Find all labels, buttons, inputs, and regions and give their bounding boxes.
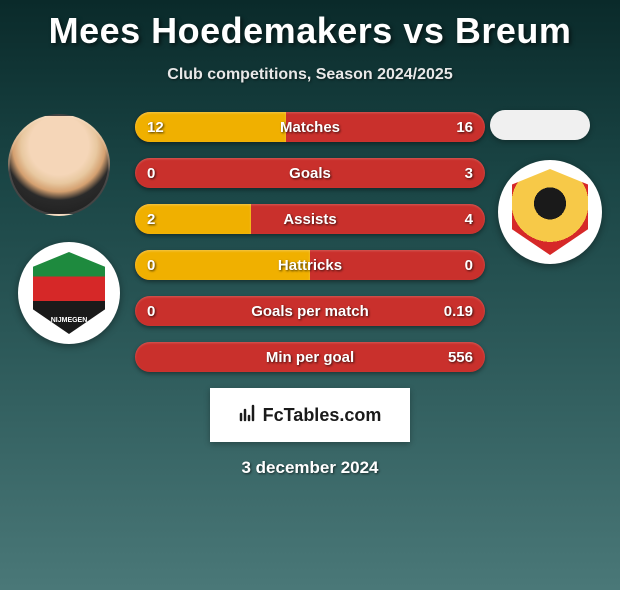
- watermark-text: FcTables.com: [263, 405, 382, 426]
- stat-label: Goals: [135, 165, 485, 182]
- stat-label: Matches: [135, 119, 485, 136]
- chart-icon: [239, 404, 257, 427]
- watermark-badge: FcTables.com: [210, 388, 410, 442]
- page-subtitle: Club competitions, Season 2024/2025: [0, 66, 620, 84]
- stat-right-value: 0: [465, 257, 473, 274]
- stat-label: Min per goal: [135, 349, 485, 366]
- stat-row: 0Goals3: [135, 158, 485, 188]
- page-title: Mees Hoedemakers vs Breum: [0, 10, 620, 52]
- player-right-avatar: [490, 110, 590, 140]
- stat-label: Hattricks: [135, 257, 485, 274]
- stat-label: Goals per match: [135, 303, 485, 320]
- club-left-badge: NIJMEGEN: [18, 242, 120, 344]
- stat-row: 0Goals per match0.19: [135, 296, 485, 326]
- stat-row: 2Assists4: [135, 204, 485, 234]
- club-right-badge: [498, 160, 602, 264]
- stat-right-value: 4: [465, 211, 473, 228]
- stat-right-value: 3: [465, 165, 473, 182]
- player-left-avatar: [8, 114, 110, 216]
- comparison-chart: NIJMEGEN 12Matches160Goals32Assists40Hat…: [0, 112, 620, 372]
- date-text: 3 december 2024: [0, 458, 620, 478]
- stat-row: Min per goal556: [135, 342, 485, 372]
- stat-label: Assists: [135, 211, 485, 228]
- stat-right-value: 556: [448, 349, 473, 366]
- club-left-shield-icon: NIJMEGEN: [33, 252, 105, 334]
- stat-right-value: 0.19: [444, 303, 473, 320]
- stat-row: 12Matches16: [135, 112, 485, 142]
- stat-right-value: 16: [456, 119, 473, 136]
- stat-bars: 12Matches160Goals32Assists40Hattricks00G…: [135, 112, 485, 372]
- club-right-shield-icon: [512, 169, 588, 255]
- club-left-name: NIJMEGEN: [51, 317, 88, 324]
- stat-row: 0Hattricks0: [135, 250, 485, 280]
